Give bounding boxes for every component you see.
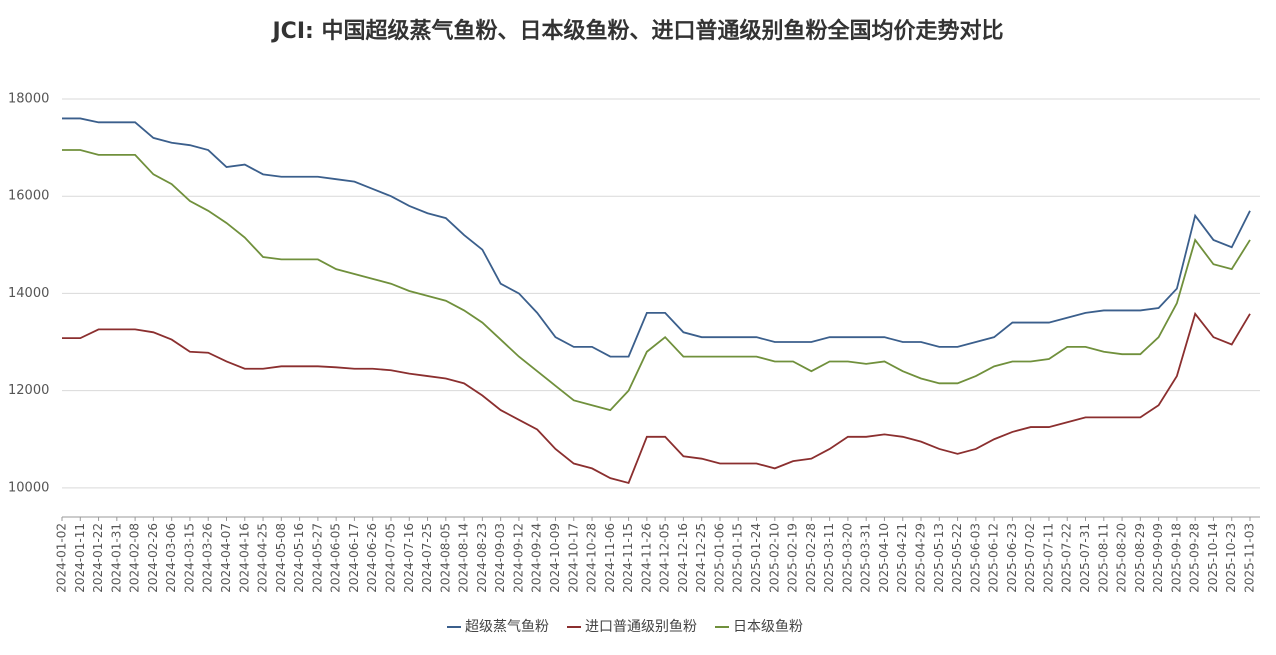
x-tick-label: 2025-10-23 (1224, 523, 1238, 593)
x-tick-label: 2025-07-02 (1023, 523, 1037, 593)
x-tick-label: 2024-12-25 (694, 523, 708, 593)
x-tick-label: 2024-05-16 (292, 523, 306, 593)
x-tick-label: 2024-11-26 (639, 523, 653, 593)
x-tick-label: 2025-07-11 (1041, 523, 1055, 593)
x-tick-label: 2024-02-26 (146, 523, 160, 593)
x-tick-label: 2025-09-28 (1188, 523, 1202, 593)
x-tick-label: 2025-09-09 (1151, 523, 1165, 593)
x-tick-label: 2024-08-23 (475, 523, 489, 593)
x-tick-label: 2024-06-26 (365, 523, 379, 593)
x-tick-label: 2025-09-18 (1169, 523, 1183, 593)
x-tick-label: 2024-03-06 (164, 523, 178, 593)
x-tick-label: 2024-10-17 (566, 523, 580, 593)
x-tick-label: 2024-09-24 (530, 523, 544, 593)
y-tick-label: 12000 (8, 383, 49, 398)
series-line (62, 149, 1251, 412)
y-tick-label: 10000 (8, 480, 49, 495)
x-tick-label: 2024-04-16 (237, 523, 251, 593)
x-tick-label: 2024-08-14 (457, 523, 471, 593)
x-tick-label: 2024-10-28 (585, 523, 599, 593)
y-tick-label: 16000 (8, 189, 49, 204)
x-tick-label: 2024-01-31 (109, 523, 123, 593)
y-tick-label: 14000 (8, 286, 49, 301)
x-tick-label: 2025-11-03 (1243, 523, 1257, 593)
x-tick-label: 2024-07-16 (402, 523, 416, 593)
x-tick-label: 2025-08-11 (1096, 523, 1110, 593)
x-tick-label: 2024-04-25 (256, 523, 270, 593)
x-tick-label: 2025-07-22 (1060, 523, 1074, 593)
x-tick-label: 2025-03-31 (859, 523, 873, 593)
x-tick-label: 2025-08-20 (1115, 523, 1129, 593)
x-tick-label: 2025-02-19 (786, 523, 800, 593)
x-tick-label: 2024-11-06 (603, 523, 617, 593)
x-tick-label: 2024-10-09 (548, 523, 562, 593)
x-tick-label: 2024-01-11 (73, 523, 87, 593)
x-tick-label: 2025-08-29 (1133, 523, 1147, 593)
x-tick-label: 2025-07-31 (1078, 523, 1092, 593)
x-tick-label: 2024-01-22 (91, 523, 105, 593)
y-tick-label: 18000 (8, 92, 49, 107)
x-tick-label: 2024-12-05 (658, 523, 672, 593)
x-tick-label: 2024-06-17 (347, 523, 361, 593)
x-tick-label: 2025-01-15 (731, 523, 745, 593)
x-tick-label: 2024-05-08 (274, 523, 288, 593)
x-tick-label: 2025-04-29 (914, 523, 928, 593)
x-tick-label: 2025-10-14 (1206, 523, 1220, 593)
legend-label: 进口普通级别鱼粉 (585, 618, 697, 635)
legend-label: 超级蒸气鱼粉 (465, 618, 549, 635)
x-tick-label: 2024-02-08 (128, 523, 142, 593)
x-tick-label: 2024-07-25 (420, 523, 434, 593)
x-tick-label: 2025-02-10 (767, 523, 781, 593)
x-tick-label: 2025-05-13 (932, 523, 946, 593)
x-tick-label: 2025-04-21 (895, 523, 909, 593)
x-tick-label: 2025-06-03 (968, 523, 982, 593)
x-tick-label: 2025-06-23 (1005, 523, 1019, 593)
x-tick-label: 2024-03-26 (201, 523, 215, 593)
x-tick-label: 2025-02-28 (804, 523, 818, 593)
x-tick-label: 2024-11-15 (621, 523, 635, 593)
x-tick-label: 2025-05-22 (950, 523, 964, 593)
series-line (62, 311, 1251, 485)
x-tick-label: 2025-06-12 (987, 523, 1001, 593)
x-tick-label: 2024-09-03 (493, 523, 507, 593)
x-tick-label: 2024-06-05 (329, 523, 343, 593)
x-tick-label: 2025-03-11 (822, 523, 836, 593)
x-tick-label: 2024-01-02 (55, 523, 69, 593)
x-tick-label: 2024-03-15 (182, 523, 196, 593)
x-tick-label: 2024-05-27 (310, 523, 324, 593)
series-line (62, 117, 1251, 358)
legend-label: 日本级鱼粉 (733, 618, 803, 635)
x-tick-label: 2025-04-10 (877, 523, 891, 593)
x-tick-label: 2024-08-05 (438, 523, 452, 593)
x-tick-label: 2024-04-07 (219, 523, 233, 593)
x-tick-label: 2025-01-24 (749, 523, 763, 593)
x-tick-label: 2024-12-16 (676, 523, 690, 593)
x-tick-label: 2025-01-06 (712, 523, 726, 593)
chart-title: JCI: 中国超级蒸气鱼粉、日本级鱼粉、进口普通级别鱼粉全国均价走势对比 (271, 18, 1004, 44)
x-tick-label: 2024-09-12 (511, 523, 525, 593)
x-tick-label: 2025-03-20 (840, 523, 854, 593)
x-tick-label: 2024-07-05 (383, 523, 397, 593)
